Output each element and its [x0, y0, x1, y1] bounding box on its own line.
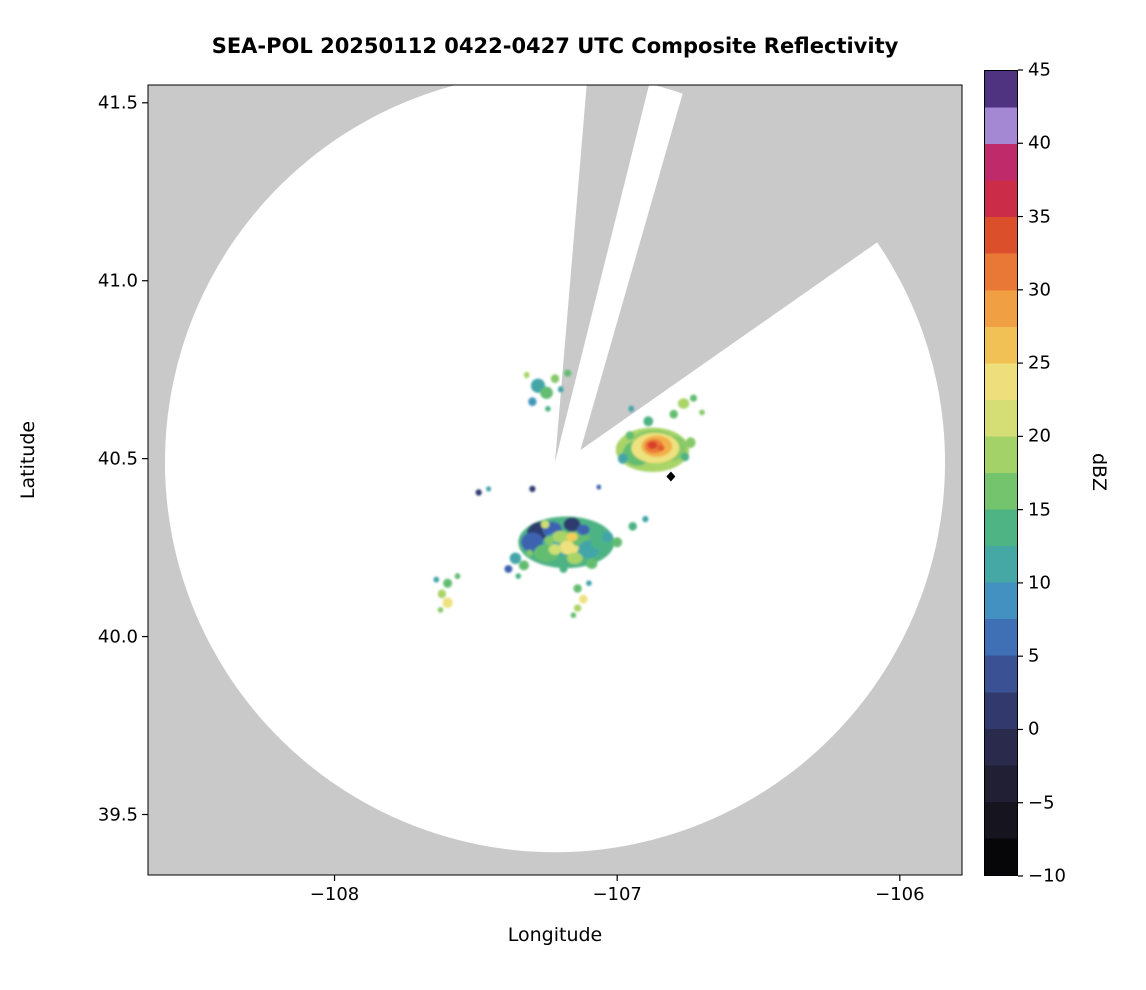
- echo-patch: [442, 597, 453, 609]
- echo-patch: [642, 515, 649, 523]
- plot-title: SEA-POL 20250112 0422-0427 UTC Composite…: [211, 34, 899, 58]
- colorbar-label: dBZ: [1088, 452, 1110, 492]
- echo-patch: [628, 405, 635, 412]
- radar-site-marker: [666, 471, 676, 482]
- echo-patch: [559, 565, 568, 573]
- y-tick-label: 41.0: [97, 270, 138, 292]
- echo-patch: [529, 485, 536, 493]
- colorbar-tick-label: 20: [1028, 425, 1051, 447]
- echo-patch: [515, 573, 522, 579]
- x-tick-label: −107: [592, 884, 642, 905]
- echo-patch: [509, 552, 522, 564]
- x-tick-label: −108: [309, 884, 360, 905]
- colorbar-tick-label: 30: [1028, 279, 1051, 301]
- echo-patch: [647, 441, 658, 449]
- echo-patch: [677, 398, 690, 409]
- echo-patch: [523, 371, 530, 379]
- echo-patch: [552, 530, 570, 544]
- y-axis-label: Latitude: [17, 420, 39, 500]
- echo-patch: [690, 394, 697, 402]
- echo-patch: [573, 604, 582, 612]
- x-axis-label: Longitude: [507, 924, 603, 946]
- echo-patch: [528, 397, 537, 407]
- echo-patch: [475, 489, 482, 496]
- map-area: [148, 85, 962, 875]
- echo-patch: [657, 444, 665, 452]
- reflectivity-echoes: [433, 369, 705, 618]
- blocked-beam-sector: [580, 85, 962, 451]
- echo-patch: [454, 573, 461, 580]
- echo-patch: [643, 416, 654, 427]
- echo-patch: [617, 453, 628, 464]
- echo-patch: [680, 452, 690, 462]
- colorbar-tick-label: 10: [1028, 572, 1051, 594]
- colorbar: [984, 70, 1018, 876]
- plot-border: [147, 84, 963, 876]
- echo-patch: [573, 584, 582, 593]
- echo-patch: [557, 386, 564, 393]
- echo-patch: [567, 552, 583, 564]
- echo-patch: [579, 594, 588, 604]
- echo-patch: [628, 522, 637, 531]
- echo-patch: [443, 578, 453, 588]
- echo-patch: [564, 369, 572, 377]
- y-tick-label: 40.0: [97, 626, 138, 648]
- echo-patch: [625, 431, 635, 440]
- echo-patch: [601, 531, 613, 543]
- x-tick-label: −106: [875, 884, 925, 905]
- echo-patch: [433, 576, 440, 583]
- y-tick-label: 41.5: [97, 92, 138, 114]
- echo-patch: [504, 565, 513, 573]
- blocked-beam-sector: [555, 85, 650, 463]
- colorbar-tick-label: −5: [1028, 792, 1055, 814]
- colorbar-tick-label: 0: [1028, 718, 1040, 740]
- echo-patch: [518, 560, 530, 571]
- echo-patch: [576, 524, 590, 536]
- echo-patch: [685, 437, 696, 448]
- echo-patch: [526, 549, 533, 557]
- echo-patch: [545, 406, 551, 412]
- colorbar-tick-label: 40: [1028, 132, 1051, 154]
- echo-patch: [486, 486, 492, 492]
- y-tick-label: 40.5: [97, 448, 138, 470]
- echo-patch: [550, 374, 560, 383]
- colorbar-tick-label: 15: [1028, 499, 1051, 521]
- colorbar-tick-label: 35: [1028, 206, 1051, 228]
- echo-patch: [437, 589, 447, 599]
- colorbar-tick-label: 45: [1028, 59, 1051, 81]
- colorbar-tick-label: 25: [1028, 352, 1051, 374]
- echo-patch: [586, 558, 598, 569]
- echo-patch: [437, 607, 444, 613]
- echo-patch: [570, 612, 577, 618]
- colorbar-tick-label: −10: [1028, 865, 1066, 887]
- echo-patch: [669, 409, 678, 419]
- echo-patch: [540, 386, 553, 399]
- echo-patch: [544, 536, 555, 545]
- echo-patch: [540, 520, 550, 529]
- echo-patch: [586, 580, 592, 586]
- echo-patch: [596, 484, 602, 490]
- echo-patch: [566, 532, 578, 542]
- echo-patch: [548, 544, 562, 555]
- echo-patch: [563, 517, 581, 532]
- y-tick-label: 39.5: [97, 804, 138, 825]
- echo-patch: [699, 409, 705, 416]
- echo-patch: [612, 537, 623, 548]
- colorbar-tick-label: 5: [1028, 645, 1040, 667]
